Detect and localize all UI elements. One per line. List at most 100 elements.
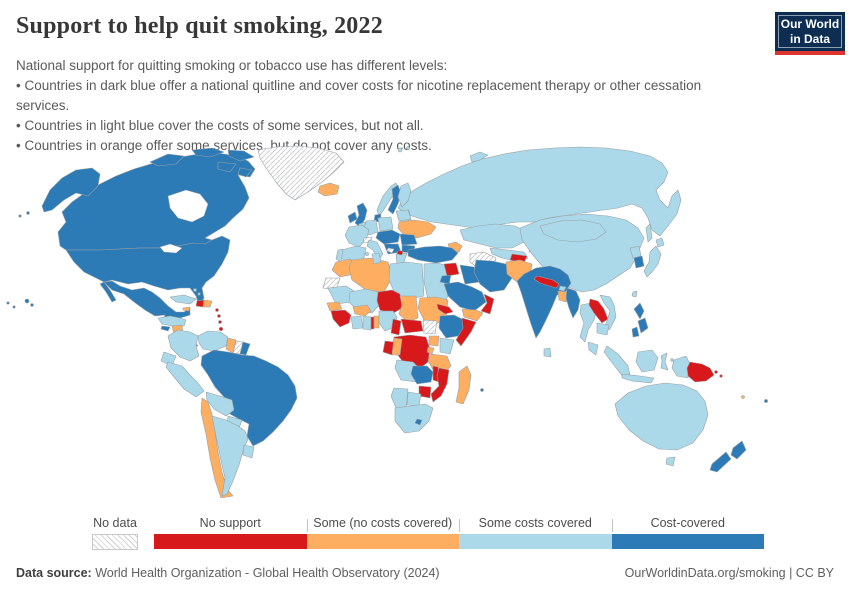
country-philippines[interactable] xyxy=(631,326,640,338)
country-niger[interactable] xyxy=(376,289,403,315)
country-new-zealand-south[interactable] xyxy=(709,451,732,473)
country-el-salvador[interactable] xyxy=(160,325,171,332)
country-zimbabwe[interactable] xyxy=(418,385,432,399)
country-eritrea[interactable] xyxy=(436,303,454,315)
country-mongolia[interactable] xyxy=(539,219,607,243)
country-canada-arctic[interactable] xyxy=(237,167,253,178)
country-central-african-republic[interactable] xyxy=(400,318,424,334)
country-romania[interactable] xyxy=(399,233,418,246)
country-philippines[interactable] xyxy=(633,302,645,320)
country-lesser-antilles[interactable] xyxy=(215,308,219,312)
country-laos[interactable] xyxy=(588,298,609,324)
country-france[interactable] xyxy=(344,224,370,248)
country-sweden[interactable] xyxy=(387,184,402,215)
country-japan-hokkaido[interactable] xyxy=(655,237,665,248)
country-fiji[interactable] xyxy=(764,399,768,403)
country-nepal[interactable] xyxy=(533,275,560,289)
legend-swatch-cost-covered[interactable] xyxy=(611,534,764,549)
country-hawaii[interactable] xyxy=(24,298,30,304)
country-bolivia[interactable] xyxy=(205,391,235,417)
country-lesotho[interactable] xyxy=(414,418,423,426)
country-haiti[interactable] xyxy=(195,299,205,308)
country-libya[interactable] xyxy=(388,261,425,300)
country-brazil[interactable] xyxy=(200,349,298,447)
country-japan[interactable] xyxy=(643,245,662,278)
country-senegal[interactable] xyxy=(326,301,343,312)
country-tasmania[interactable] xyxy=(665,456,676,467)
country-colombia[interactable] xyxy=(167,329,200,362)
country-bhutan[interactable] xyxy=(558,285,567,292)
country-south-korea[interactable] xyxy=(633,255,645,269)
country-finland[interactable] xyxy=(397,182,412,208)
country-indonesia-sumatra[interactable] xyxy=(603,345,631,378)
country-zambia[interactable] xyxy=(410,365,434,385)
legend-swatch-some-costs[interactable] xyxy=(459,534,612,549)
country-malaysia[interactable] xyxy=(587,341,599,356)
country-saudi-arabia[interactable] xyxy=(443,281,487,312)
country-cameroon[interactable] xyxy=(390,318,402,336)
country-lesser-antilles[interactable] xyxy=(217,314,221,318)
country-canada-arctic[interactable] xyxy=(191,147,225,158)
country-canada-arctic[interactable] xyxy=(227,149,255,162)
country-vanuatu[interactable] xyxy=(741,395,745,399)
country-india[interactable] xyxy=(516,265,572,339)
country-sulawesi[interactable] xyxy=(660,352,669,371)
owid-logo[interactable]: Our World in Data xyxy=(775,12,845,55)
country-south-sudan[interactable] xyxy=(422,319,438,335)
country-botswana[interactable] xyxy=(406,391,422,407)
country-congo[interactable] xyxy=(391,337,403,356)
country-philippines[interactable] xyxy=(637,317,649,334)
country-kazakhstan[interactable] xyxy=(459,223,529,249)
country-lesser-antilles[interactable] xyxy=(218,320,222,324)
country-bahamas[interactable] xyxy=(197,292,201,296)
country-argentina[interactable] xyxy=(211,415,249,497)
country-new-zealand-north[interactable] xyxy=(730,440,747,460)
country-cambodia[interactable] xyxy=(596,322,610,336)
country-mauritius[interactable] xyxy=(480,388,484,392)
country-bahamas[interactable] xyxy=(193,288,197,292)
country-jordan[interactable] xyxy=(439,274,452,285)
country-kenya[interactable] xyxy=(439,337,455,355)
country-greenland[interactable] xyxy=(257,145,345,201)
country-sakhalin[interactable] xyxy=(645,223,653,243)
country-french-guiana[interactable] xyxy=(239,341,251,356)
legend-no-data[interactable]: No data xyxy=(92,516,138,550)
country-tunisia[interactable] xyxy=(371,252,382,265)
country-iceland[interactable] xyxy=(317,182,340,197)
country-borneo[interactable] xyxy=(635,349,659,373)
country-poland[interactable] xyxy=(377,216,394,232)
country-venezuela[interactable] xyxy=(197,330,229,352)
country-ghana[interactable] xyxy=(362,315,372,331)
country-belarus[interactable] xyxy=(395,209,412,222)
country-algeria[interactable] xyxy=(348,257,393,293)
country-bangladesh[interactable] xyxy=(557,290,568,303)
country-chad[interactable] xyxy=(398,295,419,323)
legend-category-some-no-costs[interactable]: Some (no costs covered) xyxy=(306,516,459,550)
country-yemen[interactable] xyxy=(461,308,484,322)
country-ivory-coast[interactable] xyxy=(350,315,364,330)
country-togo[interactable] xyxy=(370,316,375,330)
country-bosnia[interactable] xyxy=(386,247,395,254)
legend-swatch-some-no-costs[interactable] xyxy=(306,534,459,549)
country-burkina-faso[interactable] xyxy=(352,304,372,317)
country-hawaii[interactable] xyxy=(30,303,34,307)
country-benin[interactable] xyxy=(373,315,380,329)
country-sardinia[interactable] xyxy=(365,252,369,256)
country-jamaica[interactable] xyxy=(182,306,191,312)
country-cuba[interactable] xyxy=(169,294,197,305)
country-alaska[interactable] xyxy=(41,167,101,213)
country-svalbard[interactable] xyxy=(397,147,403,153)
country-north-macedonia[interactable] xyxy=(396,250,404,256)
country-iran[interactable] xyxy=(473,259,513,293)
world-choropleth-map[interactable] xyxy=(0,143,850,517)
country-mozambique[interactable] xyxy=(430,367,450,403)
country-peru[interactable] xyxy=(165,361,205,398)
country-guatemala-honduras[interactable] xyxy=(157,315,187,327)
legend-category-cost-covered[interactable]: Cost-covered xyxy=(611,516,764,550)
country-indonesia-java[interactable] xyxy=(621,373,655,384)
country-novaya-zemlya[interactable] xyxy=(469,151,489,163)
country-uganda[interactable] xyxy=(428,335,440,347)
country-solomon-islands[interactable] xyxy=(714,370,718,374)
country-mexico[interactable] xyxy=(103,280,191,323)
legend-no-data-swatch[interactable] xyxy=(92,534,138,550)
